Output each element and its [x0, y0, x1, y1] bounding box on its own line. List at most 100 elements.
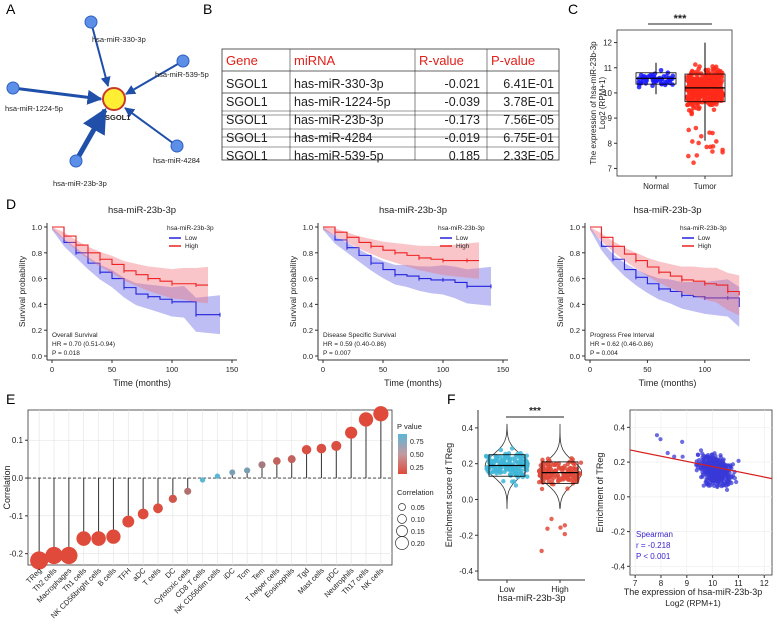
table-cell: has-miR-330-3p [294, 77, 384, 91]
lollipop-ytick-label: 0.0 [12, 474, 24, 483]
tumor-point [711, 107, 717, 113]
violin-xtick-label: High [551, 584, 569, 594]
table-cell: 7.56E-05 [503, 113, 554, 127]
km-ylabel: Survival probability [17, 255, 27, 327]
km-pvalue: P = 0.007 [323, 350, 351, 357]
violin-point [502, 469, 507, 475]
km-ytick-label: 0.4 [32, 300, 42, 309]
violin-point [565, 461, 570, 467]
violin-point [565, 486, 570, 491]
tumor-point [703, 74, 708, 80]
km-ytick-label: 0.8 [570, 249, 580, 258]
scatter-point [709, 455, 714, 460]
lollipop-dot [244, 467, 251, 474]
table-cell: SGOL1 [226, 131, 268, 145]
tumor-point [697, 64, 702, 69]
km-xtick-label: 50 [643, 365, 651, 374]
violin-point [549, 516, 554, 522]
km-ytick-label: 0.0 [303, 352, 313, 361]
scatter-method: Spearman [636, 530, 673, 539]
km-band-low [52, 227, 220, 335]
scatter-ytick-label: -0.2 [611, 528, 625, 537]
km-plot-2: hsa-miR-23b-3p 1.0 0.8 0.6 0.4 0.2 0.0 0 50 100Ti… [555, 205, 750, 388]
km-endpoint: Overall Survival [52, 332, 98, 339]
km-ytick-label: 0.8 [32, 249, 42, 258]
lollipop-dot [106, 529, 121, 544]
legend-size-circle [395, 536, 409, 550]
legend-size-title: Correlation [397, 488, 434, 497]
legend-size-tick: 0.15 [411, 529, 425, 536]
legend-size-circle [398, 503, 406, 511]
violin-point [540, 480, 546, 485]
violin-point [495, 458, 500, 464]
tumor-point [686, 153, 691, 159]
scatter-ytick-label: 0.0 [614, 493, 626, 502]
km-ylabel: Survival probability [555, 255, 565, 327]
legend-pvalue-tick: 0.50 [410, 452, 424, 459]
tumor-point [689, 111, 694, 117]
violin-point [545, 456, 551, 461]
scatter-point [697, 458, 702, 463]
scatter-point [706, 483, 711, 488]
tumor-point [687, 92, 692, 97]
violin-ytick-label: 0.4 [462, 424, 474, 433]
tumor-point [693, 62, 698, 67]
violin-point [524, 453, 530, 458]
table-cell: 6.41E-01 [503, 77, 554, 91]
tumor-point [718, 80, 724, 86]
table-cell: 0.185 [449, 149, 480, 163]
km-band-high [52, 227, 208, 304]
violin-point [507, 457, 512, 462]
tumor-point [718, 90, 724, 95]
km-legend-low: Low [698, 235, 710, 242]
scatter-point [726, 473, 731, 478]
tumor-point [713, 96, 719, 102]
violin-point [556, 475, 562, 480]
tumor-point [715, 75, 721, 80]
boxplot-ylabel: The expression of hsa-miR-23b-3p [589, 41, 598, 165]
violin-xlabel: hsa-miR-23b-3p [497, 593, 565, 604]
tumor-point [710, 149, 715, 154]
km-legend-low: Low [185, 235, 197, 242]
scatter-point [715, 469, 720, 474]
scatter-xlabel2: Log2 (RPM+1) [665, 598, 721, 608]
violin-point [513, 455, 518, 461]
violin-point [484, 466, 489, 471]
tumor-point [700, 82, 706, 88]
scatter-point [734, 479, 739, 485]
lollipop-dot [229, 469, 236, 476]
km-plot-1: hsa-miR-23b-3p 1.0 0.8 0.6 0.4 0.2 0.0 0 50 100 15… [288, 205, 509, 388]
violin-point [514, 459, 520, 464]
km-xtick-label: 100 [699, 365, 712, 374]
violin-point [558, 466, 563, 471]
km-xlabel: Time (months) [384, 378, 442, 388]
scatter-point [698, 448, 704, 453]
lollipop-dot [345, 426, 358, 439]
network-edges [12, 21, 184, 163]
violin-point [507, 472, 513, 477]
lollipop-ylabel: Correlation [2, 465, 12, 509]
boxplot-ylabel2: Log2 (RPM+1) [598, 77, 607, 130]
violin-ytick-label: -0.4 [459, 567, 473, 576]
violin-point [516, 466, 522, 472]
km-xtick-label: 100 [166, 365, 179, 374]
tumor-point [696, 140, 701, 146]
table-cell: -0.173 [445, 113, 480, 127]
violin-point [562, 531, 568, 537]
legend-size-circle [396, 525, 408, 537]
scatter-ylabel: Enrichment of TReg [595, 453, 605, 533]
scatter-frame [629, 409, 773, 576]
km-title: hsa-miR-23b-3p [108, 205, 176, 216]
tumor-point [698, 133, 704, 139]
lollipop-dot [358, 412, 374, 427]
label-mir-23b: hsa-miR-23b-3p [53, 179, 107, 188]
legend-pvalue-title: P value [397, 422, 422, 431]
scatter-xtick-label: 7 [633, 579, 638, 588]
lollipop-xlabel: iDC [221, 566, 237, 582]
violin-point [539, 486, 545, 492]
scatter-point [711, 479, 716, 484]
km-ytick-label: 0.2 [570, 326, 580, 335]
tumor-point [691, 160, 696, 166]
violin-ytick-label: 0.0 [462, 495, 474, 504]
